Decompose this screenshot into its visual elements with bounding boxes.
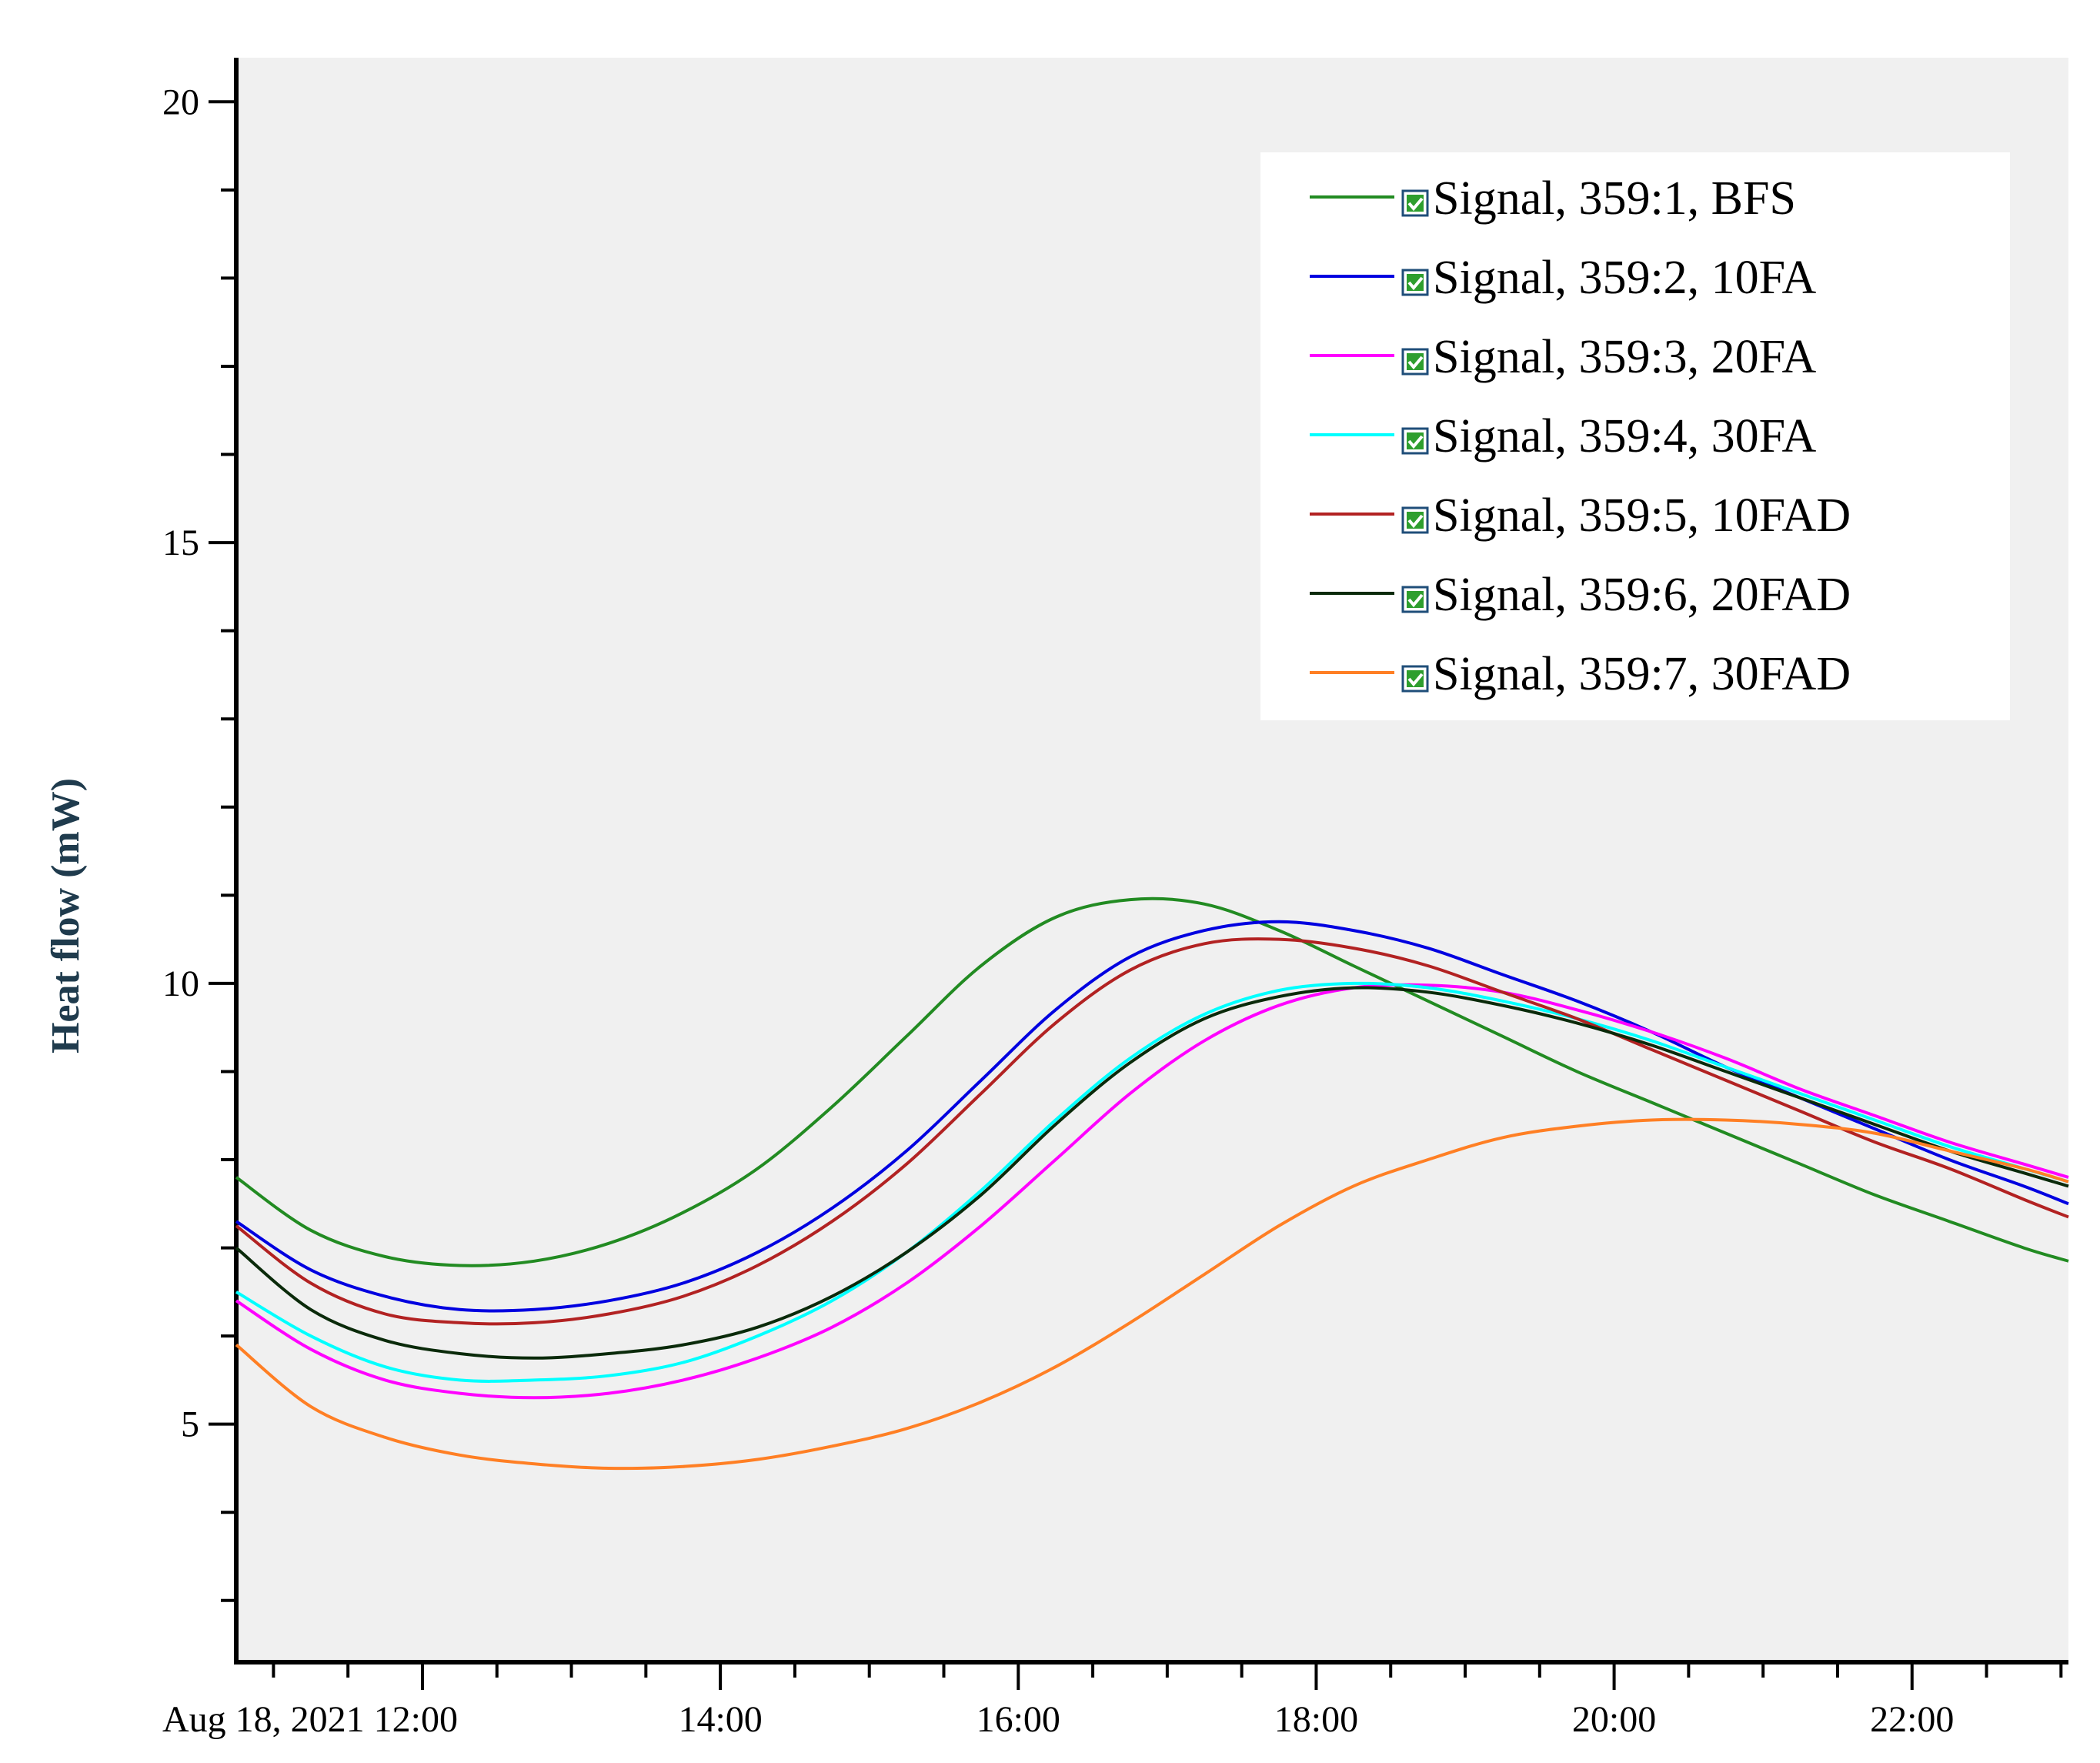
axes: 5 10 15 20 Aug 18, 2021 12:00 14:00 16:00 18:00… (162, 58, 2068, 1740)
checkbox-checked-icon[interactable] (1401, 506, 1429, 534)
series-line-6 (235, 986, 2069, 1360)
x-tick-label: 18:00 (1274, 1699, 1358, 1740)
legend-item[interactable]: Signal, 359:1, BFS (1310, 172, 1796, 225)
legend-label: Signal, 359:7, 30FAD (1433, 648, 1851, 700)
x-tick-label: 16:00 (977, 1699, 1060, 1740)
series-line-5 (235, 937, 2069, 1326)
legend-label: Signal, 359:3, 20FA (1433, 331, 1817, 383)
legend-item[interactable]: Signal, 359:6, 20FAD (1310, 569, 1851, 621)
legend-item[interactable]: Signal, 359:2, 10FA (1310, 252, 1817, 304)
legend-label: Signal, 359:4, 30FA (1433, 410, 1817, 462)
checkbox-checked-icon[interactable] (1401, 427, 1429, 455)
series-line-3 (235, 983, 2069, 1400)
series-line-4 (235, 981, 2069, 1383)
series-layer (235, 897, 2069, 1471)
legend-label: Signal, 359:5, 10FAD (1433, 489, 1851, 542)
y-tick-label: 10 (162, 963, 199, 1004)
checkbox-checked-icon[interactable] (1401, 665, 1429, 693)
y-axis-label: Heat flow (mW) (44, 778, 88, 1053)
x-tick-label: 14:00 (678, 1699, 762, 1740)
checkbox-checked-icon[interactable] (1401, 269, 1429, 296)
x-tick-label: 22:00 (1870, 1699, 1954, 1740)
x-tick-label: 20:00 (1572, 1699, 1656, 1740)
legend: Signal, 359:1, BFS Signal, 359:2, 10FA Sig… (1260, 152, 2010, 720)
legend-label: Signal, 359:1, BFS (1433, 172, 1796, 225)
legend-item[interactable]: Signal, 359:5, 10FAD (1310, 489, 1851, 542)
checkbox-checked-icon[interactable] (1401, 189, 1429, 217)
series-line-1 (235, 897, 2069, 1267)
y-tick-label: 15 (162, 523, 199, 563)
legend-item[interactable]: Signal, 359:4, 30FA (1310, 410, 1817, 462)
legend-item[interactable]: Signal, 359:3, 20FA (1310, 331, 1817, 383)
y-tick-label: 5 (181, 1404, 199, 1445)
legend-label: Signal, 359:2, 10FA (1433, 252, 1817, 304)
legend-items: Signal, 359:1, BFS Signal, 359:2, 10FA Sig… (1310, 172, 1851, 700)
legend-item[interactable]: Signal, 359:7, 30FAD (1310, 648, 1851, 700)
legend-label: Signal, 359:6, 20FAD (1433, 569, 1851, 621)
checkbox-checked-icon[interactable] (1401, 348, 1429, 376)
x-tick-label: Aug 18, 2021 12:00 (162, 1699, 458, 1740)
checkbox-checked-icon[interactable] (1401, 586, 1429, 613)
series-line-7 (235, 1117, 2069, 1471)
y-tick-label: 20 (162, 82, 199, 122)
